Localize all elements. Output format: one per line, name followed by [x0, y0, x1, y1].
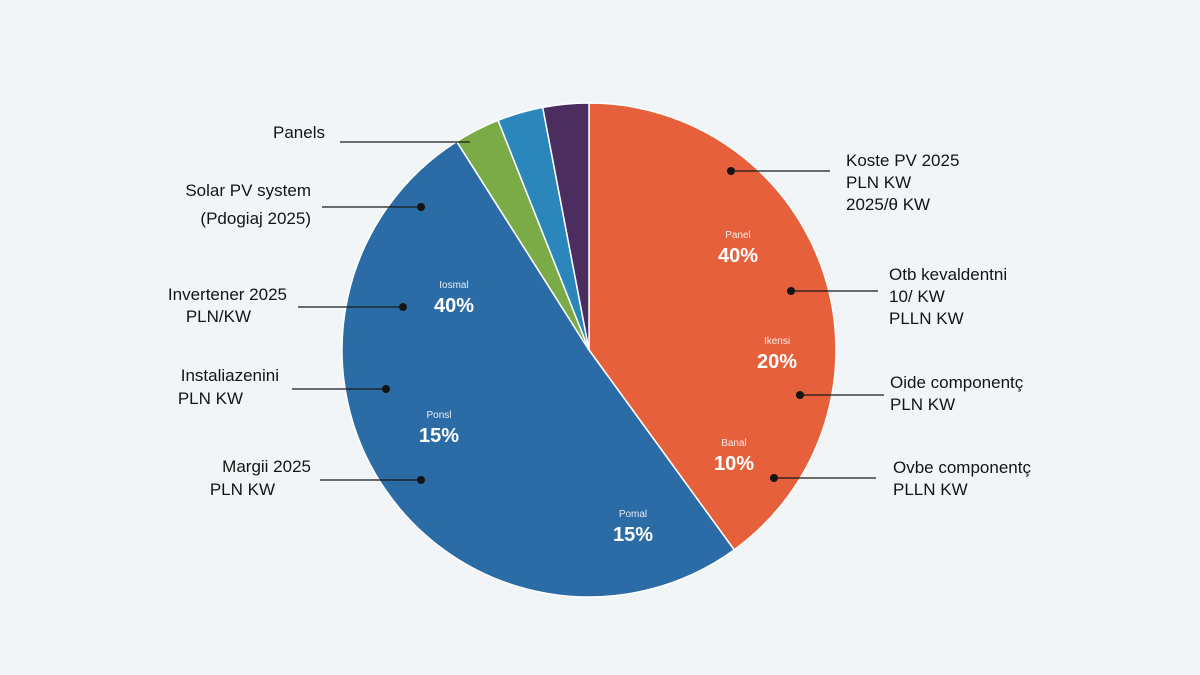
right-label-3-line-1: PLLN KW: [893, 480, 968, 499]
slice-label-value-3: 15%: [613, 524, 653, 546]
left-label-3-line-0: Instaliazenini: [181, 366, 279, 385]
slice-label-small-1: Ikensi: [764, 336, 790, 347]
slice-label-value-2: 10%: [714, 453, 754, 475]
slice-labels: Panel 40% Ikensi 20% Banal 10% Pomal 15% Ponsl 15…: [419, 230, 797, 546]
right-label-2-line-1: PLN KW: [890, 395, 955, 414]
left-label-2-line-0: Invertener 2025: [168, 285, 287, 304]
leader-dot-right-0: [727, 167, 735, 175]
slice-label-value-1: 20%: [757, 351, 797, 373]
left-label-4-line-1: PLN KW: [210, 480, 275, 499]
right-label-0-line-1: PLN KW: [846, 173, 911, 192]
leader-dot-right-2: [796, 391, 804, 399]
pie-slice-1: [341, 140, 736, 598]
right-label-1-line-1: 10/ KW: [889, 287, 945, 306]
left-label-4-line-0: Margii 2025: [222, 457, 311, 476]
leader-dot-left-3: [382, 385, 390, 393]
pie-slice-0: [588, 102, 837, 551]
left-label-2-line-1: PLN/KW: [186, 307, 251, 326]
left-label-1-line-1: (Pdogiaj 2025): [200, 209, 311, 228]
right-label-2-line-0: Oide componentç: [890, 373, 1024, 392]
slice-label-value-5: 40%: [434, 295, 474, 317]
right-label-1-line-0: Otb kevaldentni: [889, 265, 1007, 284]
left-label-3-line-1: PLN KW: [178, 389, 243, 408]
leader-dot-right-1: [787, 287, 795, 295]
slice-label-small-0: Panel: [725, 230, 751, 241]
slice-label-small-4: Ponsl: [426, 410, 451, 421]
right-label-0-line-0: Koste PV 2025: [846, 151, 959, 170]
pie-slice-4: [541, 102, 590, 351]
slice-label-small-2: Banal: [721, 438, 747, 449]
slice-label-value-0: 40%: [718, 245, 758, 267]
leader-lines: [292, 141, 884, 484]
right-label-1-line-2: PLLN KW: [889, 309, 964, 328]
right-label-0-line-2: 2025/θ KW: [846, 195, 930, 214]
left-label-0-line-0: Panels: [273, 123, 325, 142]
pie-slices: [341, 102, 837, 598]
external-labels: Panels Solar PV system (Pdogiaj 2025) Inver…: [168, 123, 1032, 499]
leader-dot-right-3: [770, 474, 778, 482]
slice-label-value-4: 15%: [419, 425, 459, 447]
slice-label-small-3: Pomal: [619, 509, 647, 520]
right-label-3-line-0: Ovbe componentç: [893, 458, 1031, 477]
leader-dot-left-4: [417, 476, 425, 484]
leader-dot-left-2: [399, 303, 407, 311]
leader-dot-left-1: [417, 203, 425, 211]
left-label-1-line-0: Solar PV system: [185, 181, 311, 200]
slice-label-small-5: Iosmal: [439, 280, 468, 291]
